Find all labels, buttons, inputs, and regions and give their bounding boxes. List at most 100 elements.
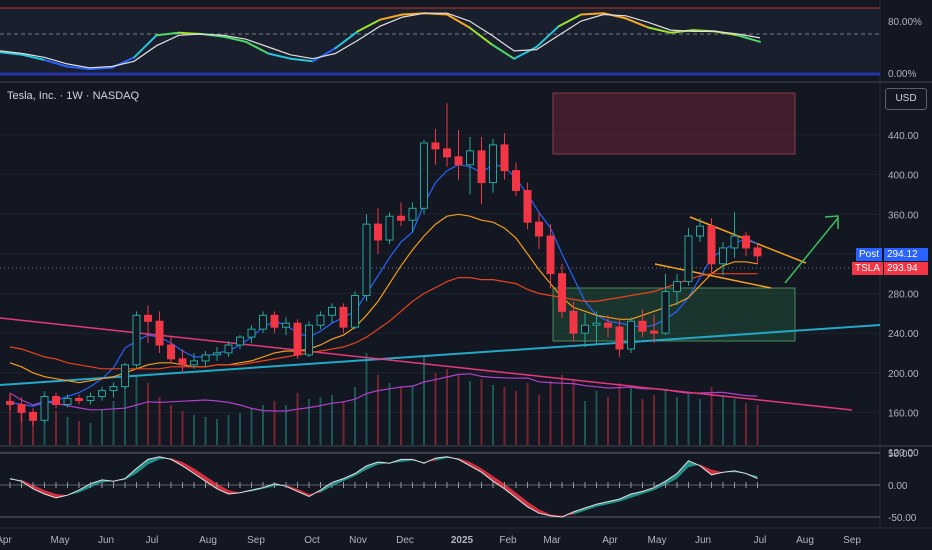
osc-fill <box>516 492 528 507</box>
candle-body <box>98 390 106 398</box>
ma-slow-line <box>9 273 758 370</box>
volume-bar <box>285 405 287 445</box>
time-axis-label: Dec <box>396 535 414 546</box>
osc-fill <box>654 481 666 491</box>
stoch-k-segment <box>334 30 359 50</box>
volume-bar <box>733 399 736 445</box>
ticker-label: TSLA <box>852 262 884 275</box>
osc-fill <box>470 461 482 473</box>
time-axis-label: Jul <box>754 535 767 546</box>
volume-bar <box>710 387 713 445</box>
time-axis-label: Nov <box>349 535 367 546</box>
resistance-box <box>552 92 796 155</box>
candle-body <box>75 398 83 401</box>
stoch-k-segment <box>669 29 694 34</box>
candle-body <box>201 354 210 362</box>
ascending-trendline <box>0 324 881 386</box>
volume-bar <box>549 381 552 445</box>
candle-body <box>132 314 141 366</box>
stoch-k-segment <box>244 40 270 55</box>
osc-fill <box>136 459 148 474</box>
osc-fill <box>711 469 723 475</box>
stoch-k-segment <box>311 47 337 63</box>
candle-body <box>512 170 520 191</box>
volume-bar <box>66 417 69 445</box>
price-axis[interactable]: 80.00%0.00%440.00400.00360.00320.00280.0… <box>888 17 922 524</box>
volume-bar <box>342 401 345 445</box>
candle-body <box>224 344 233 354</box>
candle-body <box>351 294 359 328</box>
osc-fill <box>90 479 102 488</box>
candle-body <box>247 328 256 338</box>
candle-body <box>454 156 463 166</box>
candle-body <box>523 189 532 223</box>
currency-button[interactable]: USD <box>885 88 927 110</box>
volume-bar <box>101 409 103 445</box>
candle-body <box>500 144 509 172</box>
osc-fill <box>573 508 585 515</box>
candle-body <box>40 396 49 421</box>
volume-bar <box>20 407 23 445</box>
candle-body <box>753 247 762 257</box>
stoch-axis-label: 80.00% <box>888 17 922 28</box>
ma-mid-line <box>9 213 758 384</box>
osc-fill <box>677 460 689 479</box>
volume-bar <box>400 387 402 445</box>
candle-body <box>328 306 336 316</box>
volume-bar <box>699 399 701 445</box>
osc-axis-label: -50.00 <box>888 513 917 524</box>
stoch-k-segment <box>624 17 650 29</box>
time-axis-label: Aug <box>199 535 217 546</box>
candle-body <box>431 142 440 150</box>
volume-bar <box>354 387 356 445</box>
symbol-title[interactable]: Tesla, Inc. · 1W · NASDAQ <box>7 90 140 102</box>
candle-body <box>109 386 118 392</box>
time-axis[interactable]: Apr May Jun Jul Aug Sep Oct Nov Dec 2025 Feb Mar Apr… <box>0 535 861 546</box>
candle-body <box>581 324 589 334</box>
volume-bar <box>469 381 471 445</box>
volume-bar <box>607 397 609 445</box>
stoch-k-segment <box>88 66 113 71</box>
stoch-k-segment <box>535 25 560 48</box>
volume-bar <box>653 395 655 445</box>
volume-bar <box>664 389 667 445</box>
stoch-k-segment <box>289 57 314 63</box>
osc-fill <box>182 461 194 474</box>
candle-body <box>190 360 198 366</box>
osc-fill <box>320 482 332 493</box>
candle-body <box>569 310 578 334</box>
volume-bars <box>9 353 759 445</box>
price-axis-label: 440.00 <box>888 131 919 142</box>
stoch-k-segment <box>222 35 247 43</box>
time-axis-label: Aug <box>796 535 814 546</box>
candle-body <box>650 330 658 334</box>
drawings <box>0 92 881 411</box>
osc-fill <box>194 468 206 482</box>
candle-body <box>627 320 635 350</box>
volume-bar <box>250 409 253 445</box>
candle-body <box>316 314 325 326</box>
volume-bar <box>526 383 529 445</box>
volume-bar <box>124 387 126 445</box>
volume-bar <box>388 383 391 445</box>
volume-bar <box>630 387 632 445</box>
candle-body <box>144 314 152 322</box>
volume-bar <box>9 393 11 445</box>
osc-fill <box>205 476 217 489</box>
price-axis-label: 240.00 <box>888 329 919 340</box>
osc-fill <box>79 483 91 493</box>
grid <box>0 134 880 453</box>
time-axis-label: Apr <box>602 535 618 546</box>
stoch-k-segment <box>267 52 292 60</box>
osc-fill <box>493 476 505 489</box>
stoch-band <box>0 8 880 73</box>
time-axis-label: 2025 <box>451 535 474 546</box>
last-price-label: 293.94 <box>884 262 928 275</box>
stoch-k-segment <box>557 13 583 28</box>
osc-fill <box>44 490 56 498</box>
candle-body <box>385 215 394 241</box>
volume-bar <box>641 399 644 445</box>
osc-fill <box>297 488 309 497</box>
volume-bar <box>756 405 759 445</box>
